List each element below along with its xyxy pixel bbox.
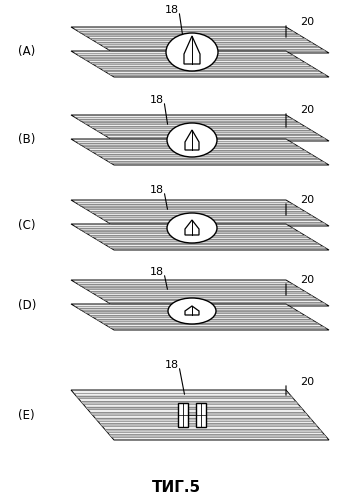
Text: 20: 20: [300, 275, 314, 285]
Polygon shape: [89, 235, 308, 237]
Polygon shape: [77, 228, 295, 230]
Polygon shape: [95, 418, 312, 420]
Polygon shape: [77, 54, 295, 56]
Text: (A): (A): [18, 46, 35, 59]
Polygon shape: [102, 218, 320, 220]
Polygon shape: [100, 424, 317, 426]
Polygon shape: [83, 146, 301, 148]
Polygon shape: [71, 304, 329, 330]
Polygon shape: [96, 215, 314, 216]
Polygon shape: [96, 319, 314, 320]
Polygon shape: [108, 222, 326, 224]
Text: 20: 20: [300, 195, 314, 205]
Polygon shape: [108, 50, 326, 51]
Polygon shape: [102, 242, 320, 244]
Text: (D): (D): [18, 298, 36, 312]
Polygon shape: [89, 126, 308, 128]
Polygon shape: [85, 406, 303, 410]
Text: 20: 20: [300, 377, 314, 387]
Polygon shape: [102, 322, 320, 324]
Text: 18: 18: [150, 267, 164, 277]
Polygon shape: [77, 204, 295, 206]
Polygon shape: [76, 396, 293, 398]
Polygon shape: [83, 312, 301, 314]
Polygon shape: [71, 200, 329, 226]
Polygon shape: [102, 70, 320, 71]
Polygon shape: [77, 118, 295, 120]
Text: 18: 18: [150, 185, 164, 195]
Polygon shape: [89, 150, 308, 152]
Polygon shape: [108, 326, 326, 328]
Polygon shape: [89, 62, 308, 64]
Polygon shape: [77, 308, 295, 310]
Polygon shape: [71, 27, 329, 53]
Polygon shape: [102, 158, 320, 160]
Polygon shape: [71, 390, 329, 440]
Polygon shape: [102, 134, 320, 136]
Polygon shape: [71, 139, 329, 165]
Ellipse shape: [166, 33, 218, 71]
Polygon shape: [184, 36, 200, 64]
Text: 20: 20: [300, 17, 314, 27]
Polygon shape: [83, 288, 301, 290]
Ellipse shape: [168, 298, 216, 324]
Text: 18: 18: [150, 95, 164, 105]
Polygon shape: [185, 130, 199, 150]
Polygon shape: [105, 429, 322, 432]
Polygon shape: [77, 30, 295, 32]
Polygon shape: [90, 412, 308, 415]
Polygon shape: [71, 115, 329, 141]
Bar: [196, 403, 206, 427]
Text: (C): (C): [18, 218, 36, 232]
Polygon shape: [89, 291, 308, 293]
Ellipse shape: [167, 213, 217, 243]
Polygon shape: [96, 295, 314, 296]
Text: (E): (E): [18, 408, 34, 422]
Polygon shape: [185, 220, 199, 235]
Text: (B): (B): [18, 134, 35, 146]
Polygon shape: [96, 239, 314, 240]
Polygon shape: [109, 434, 327, 437]
Polygon shape: [89, 315, 308, 317]
Polygon shape: [89, 38, 308, 40]
Polygon shape: [83, 34, 301, 36]
Polygon shape: [96, 154, 314, 156]
Polygon shape: [71, 51, 329, 77]
Polygon shape: [77, 284, 295, 286]
Polygon shape: [71, 224, 329, 250]
Text: 18: 18: [165, 360, 179, 370]
Polygon shape: [108, 162, 326, 163]
Polygon shape: [96, 66, 314, 68]
Ellipse shape: [167, 123, 217, 157]
Polygon shape: [89, 211, 308, 213]
Polygon shape: [108, 138, 326, 139]
Text: 18: 18: [165, 5, 179, 15]
Polygon shape: [108, 246, 326, 248]
Polygon shape: [108, 74, 326, 75]
Polygon shape: [83, 58, 301, 60]
Text: 20: 20: [300, 105, 314, 115]
Polygon shape: [77, 142, 295, 144]
Polygon shape: [102, 298, 320, 300]
Polygon shape: [83, 122, 301, 124]
Polygon shape: [81, 401, 298, 404]
Polygon shape: [96, 42, 314, 43]
Polygon shape: [108, 302, 326, 304]
Polygon shape: [83, 208, 301, 210]
Text: ΤИГ.5: ΤИГ.5: [151, 480, 201, 496]
Polygon shape: [71, 280, 329, 306]
Polygon shape: [83, 232, 301, 234]
Bar: [178, 403, 188, 427]
Polygon shape: [185, 306, 199, 315]
Polygon shape: [96, 130, 314, 132]
Polygon shape: [102, 46, 320, 48]
